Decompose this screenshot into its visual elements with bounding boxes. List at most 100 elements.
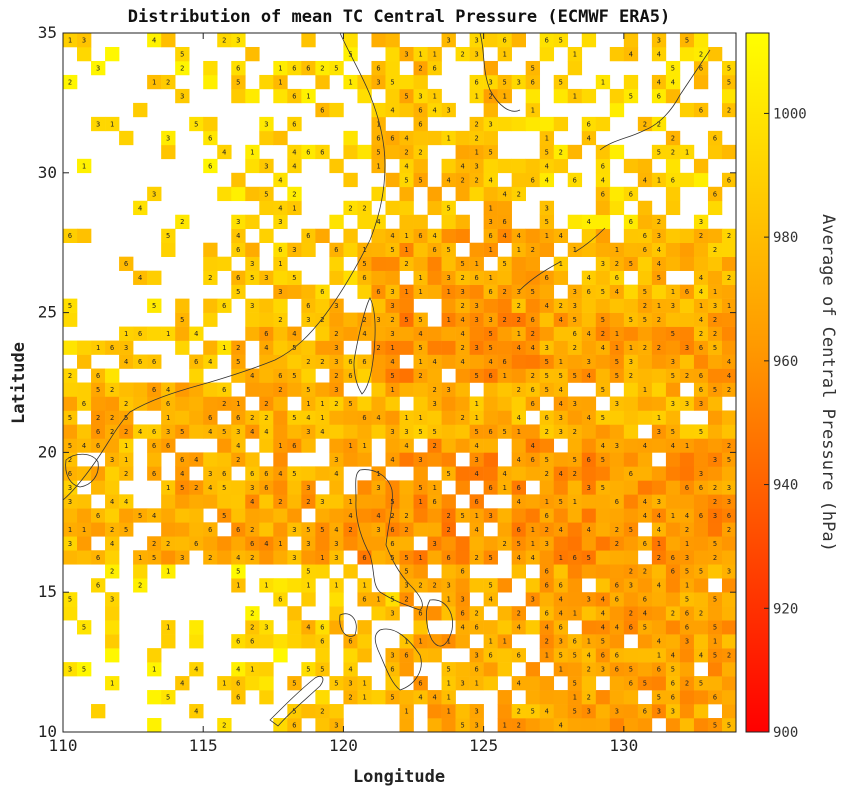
heatmap-cell — [427, 578, 442, 593]
cell-count-label: 5 — [699, 428, 703, 436]
cell-count-label: 2 — [292, 190, 296, 198]
heatmap-cell — [567, 298, 583, 313]
cell-count-label: 2 — [348, 694, 352, 702]
heatmap-cell — [665, 88, 681, 104]
heatmap-cell — [161, 634, 176, 649]
heatmap-cell — [609, 270, 625, 285]
cell-count-label: 1 — [376, 596, 380, 604]
heatmap-cell — [483, 592, 498, 607]
heatmap-cell — [721, 144, 737, 160]
heatmap-cell — [497, 480, 512, 495]
heatmap-cell — [231, 662, 246, 677]
heatmap-cell — [707, 228, 723, 243]
heatmap-cell — [133, 424, 148, 439]
cell-count-label: 4 — [503, 232, 507, 240]
heatmap-cell — [301, 144, 316, 160]
heatmap-cell — [609, 354, 625, 369]
cell-count-label: 1 — [587, 638, 591, 646]
cell-count-label: 4 — [727, 358, 731, 366]
cell-count-label: 6 — [236, 638, 240, 646]
cell-count-label: 6 — [348, 372, 352, 380]
cell-count-label: 5 — [713, 386, 717, 394]
heatmap-cell — [469, 368, 484, 383]
cell-count-label: 1 — [699, 302, 703, 310]
heatmap-cell — [329, 312, 344, 327]
heatmap-cell — [483, 536, 498, 551]
heatmap-cell — [483, 438, 498, 453]
heatmap-cell — [679, 494, 695, 509]
cell-count-label: 1 — [362, 442, 366, 450]
cell-count-label: 5 — [292, 708, 296, 716]
cell-count-label: 6 — [432, 498, 436, 506]
cell-count-label: 2 — [699, 50, 703, 58]
heatmap-cell — [63, 662, 78, 677]
heatmap-cell — [329, 60, 344, 76]
cell-count-label: 3 — [475, 302, 479, 310]
cell-count-label: 5 — [713, 652, 717, 660]
cell-count-label: 5 — [390, 246, 394, 254]
cell-count-label: 6 — [531, 400, 535, 408]
cell-count-label: 3 — [475, 456, 479, 464]
heatmap-cell — [119, 494, 134, 509]
heatmap-cell — [665, 718, 681, 733]
heatmap-cell — [553, 270, 569, 285]
heatmap-cell — [665, 466, 681, 481]
cell-count-label: 3 — [475, 722, 479, 730]
heatmap-cell — [581, 116, 597, 132]
cell-count-label: 1 — [475, 400, 479, 408]
heatmap-cell — [525, 704, 541, 719]
heatmap-cell — [525, 494, 541, 509]
cell-count-label: 2 — [559, 148, 563, 156]
heatmap-cell — [483, 634, 498, 649]
heatmap-cell — [175, 676, 190, 691]
heatmap-cell — [105, 382, 120, 397]
cell-count-label: 3 — [96, 120, 100, 128]
heatmap-cell — [679, 662, 695, 677]
heatmap-cell — [679, 340, 695, 355]
heatmap-cell — [77, 228, 92, 243]
cell-count-label: 6 — [236, 694, 240, 702]
cell-count-label: 1 — [68, 526, 72, 534]
heatmap-cell — [581, 550, 597, 565]
heatmap-cell — [259, 494, 274, 509]
heatmap-cell — [567, 88, 583, 104]
heatmap-cell — [665, 522, 681, 537]
cell-count-label: 2 — [446, 526, 450, 534]
cell-count-label: 1 — [348, 498, 352, 506]
cell-count-label: 2 — [68, 78, 72, 86]
cell-count-label: 6 — [615, 498, 619, 506]
heatmap-cell — [427, 648, 442, 663]
heatmap-cell — [119, 326, 134, 341]
heatmap-cell — [567, 676, 583, 691]
heatmap-cell — [385, 172, 400, 188]
heatmap-cell — [469, 620, 484, 635]
heatmap-cell — [609, 480, 625, 495]
cell-count-label: 1 — [376, 470, 380, 478]
heatmap-cell — [455, 214, 470, 230]
cell-count-label: 5 — [306, 526, 310, 534]
heatmap-cell — [189, 536, 204, 551]
heatmap-cell — [371, 368, 386, 383]
heatmap-cell — [133, 382, 148, 397]
heatmap-cell — [525, 508, 541, 523]
heatmap-cell — [315, 410, 330, 425]
heatmap-cell — [385, 494, 400, 509]
cell-count-label: 4 — [306, 624, 310, 632]
cell-count-label: 6 — [573, 554, 577, 562]
heatmap-cell — [287, 480, 302, 495]
heatmap-cell — [371, 116, 386, 132]
heatmap-cell — [329, 214, 344, 230]
cell-count-label: 4 — [559, 722, 563, 730]
heatmap-cell — [539, 424, 555, 439]
heatmap-cell — [105, 592, 120, 607]
heatmap-cell — [413, 60, 428, 76]
heatmap-cell — [441, 508, 456, 523]
cell-count-label: 2 — [320, 316, 324, 324]
cell-count-label: 4 — [348, 666, 352, 674]
cell-count-label: 4 — [531, 554, 535, 562]
cell-count-label: 3 — [236, 218, 240, 226]
heatmap-cell — [287, 494, 302, 509]
heatmap-cell — [315, 354, 330, 369]
heatmap-cell — [175, 340, 190, 355]
cell-count-label: 6 — [166, 442, 170, 450]
